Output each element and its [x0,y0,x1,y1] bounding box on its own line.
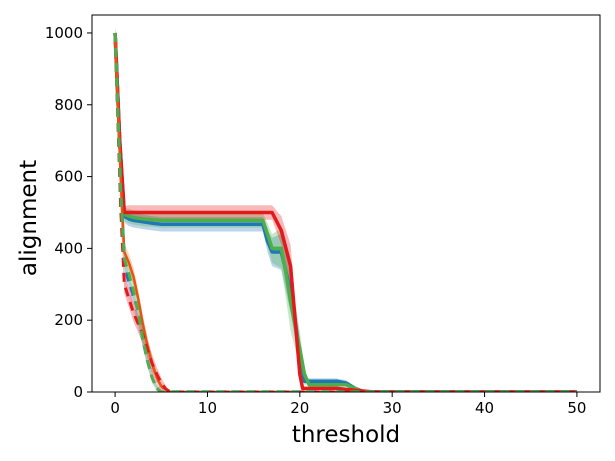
series-line-7 [113,32,577,392]
y-tick-label: 0 [73,383,83,401]
series-band-3 [115,27,577,392]
y-tick-label: 1000 [45,24,83,42]
y-axis: 0 200 400 600 800 1000 [45,24,92,401]
x-tick-label: 0 [110,399,120,417]
x-axis: 0 10 20 30 40 50 [110,392,586,417]
y-tick-label: 400 [54,239,83,257]
x-axis-label: threshold [292,422,400,448]
x-tick-label: 30 [383,399,402,417]
y-tick-label: 200 [54,311,83,329]
x-tick-label: 10 [198,399,217,417]
series-line-3 [113,32,577,392]
confidence-bands [115,27,577,392]
x-tick-label: 50 [567,399,586,417]
plot-frame [91,14,601,393]
series-line-2 [113,32,577,392]
y-tick-label: 800 [54,96,83,114]
series-lines [113,32,577,392]
x-tick-label: 20 [290,399,309,417]
x-tick-label: 40 [475,399,494,417]
series-line-8 [113,32,577,392]
y-tick-label: 600 [54,168,83,186]
y-axis-label: alignment [16,160,42,276]
